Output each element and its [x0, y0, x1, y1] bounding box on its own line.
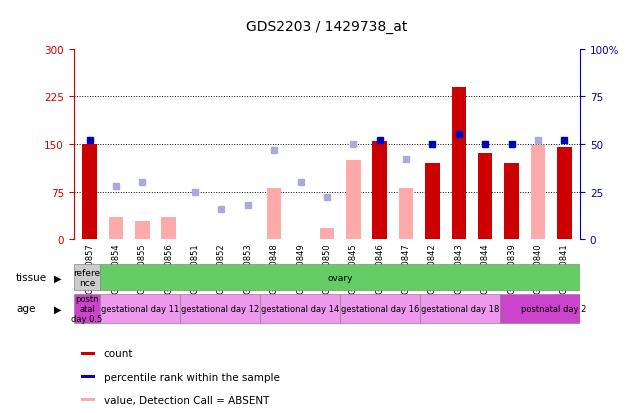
Bar [74, 294, 101, 324]
Bar [478, 154, 492, 240]
Bar [399, 189, 413, 240]
Bar [504, 164, 519, 240]
Text: tissue: tissue [16, 273, 47, 283]
Bar [109, 217, 123, 240]
Text: percentile rank within the sample: percentile rank within the sample [104, 372, 279, 382]
Bar [74, 265, 101, 291]
Bar [346, 160, 360, 240]
Text: gestational day 12: gestational day 12 [181, 304, 260, 313]
Bar [420, 294, 500, 324]
Bar [81, 352, 95, 355]
Bar [557, 148, 572, 240]
Bar [320, 228, 334, 240]
Bar [451, 88, 466, 240]
Bar [81, 398, 95, 401]
Text: gestational day 11: gestational day 11 [101, 304, 179, 313]
Text: ovary: ovary [328, 273, 353, 282]
Bar [340, 294, 420, 324]
Bar [500, 294, 607, 324]
Text: value, Detection Call = ABSENT: value, Detection Call = ABSENT [104, 395, 269, 405]
Text: ▶: ▶ [54, 273, 62, 283]
Bar [82, 145, 97, 240]
Text: GDS2203 / 1429738_at: GDS2203 / 1429738_at [246, 20, 408, 34]
Text: postnatal day 2: postnatal day 2 [520, 304, 586, 313]
Bar [180, 294, 260, 324]
Text: gestational day 16: gestational day 16 [341, 304, 419, 313]
Bar [372, 141, 387, 240]
Bar [135, 222, 149, 240]
Text: gestational day 18: gestational day 18 [421, 304, 499, 313]
Bar [81, 375, 95, 378]
Bar [260, 294, 340, 324]
Text: age: age [16, 304, 35, 314]
Bar [267, 189, 281, 240]
Bar [101, 294, 180, 324]
Bar [531, 146, 545, 240]
Text: postn
atal
day 0.5: postn atal day 0.5 [71, 294, 103, 323]
Text: ▶: ▶ [54, 304, 62, 314]
Text: gestational day 14: gestational day 14 [261, 304, 339, 313]
Bar [425, 164, 440, 240]
Text: refere
nce: refere nce [74, 268, 101, 287]
Text: count: count [104, 349, 133, 358]
Bar [162, 217, 176, 240]
